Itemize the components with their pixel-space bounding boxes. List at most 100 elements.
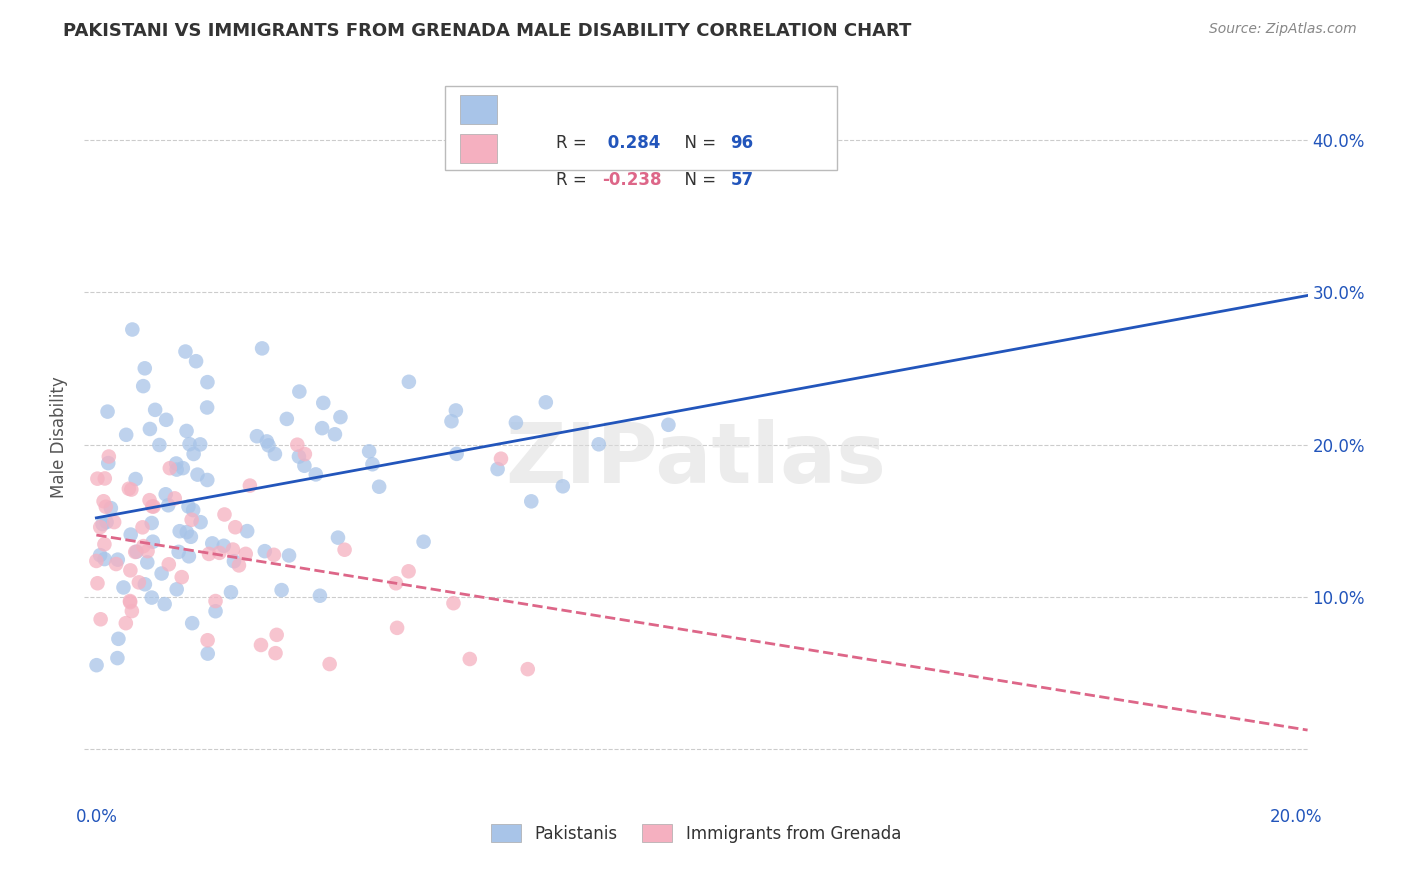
Point: [222, 554, 245, 568]
Point: [120, 595, 142, 609]
Point: [157, 558, 180, 572]
Point: [214, 508, 236, 522]
Point: [264, 646, 287, 660]
Point: [235, 547, 257, 561]
Point: [159, 461, 181, 475]
Text: ZIPatlas: ZIPatlas: [506, 418, 886, 500]
Point: [86, 576, 108, 591]
Point: [179, 437, 201, 451]
Point: [112, 581, 135, 595]
Point: [150, 566, 173, 581]
Point: [134, 361, 156, 376]
Point: [177, 500, 200, 514]
Point: [132, 539, 155, 553]
Point: [253, 544, 276, 558]
Text: PAKISTANI VS IMMIGRANTS FROM GRENADA MALE DISABILITY CORRELATION CHART: PAKISTANI VS IMMIGRANTS FROM GRENADA MAL…: [63, 22, 911, 40]
Point: [105, 557, 128, 571]
Point: [212, 539, 235, 553]
Point: [107, 552, 129, 566]
Point: [250, 342, 273, 356]
Point: [318, 657, 340, 671]
Point: [136, 544, 159, 558]
Point: [520, 494, 543, 508]
Point: [166, 462, 188, 476]
Point: [169, 524, 191, 539]
Point: [263, 548, 285, 562]
Point: [228, 558, 250, 573]
Point: [195, 401, 218, 415]
Point: [294, 458, 316, 473]
Point: [167, 545, 190, 559]
Point: [121, 322, 143, 336]
Point: [141, 516, 163, 530]
Point: [305, 467, 328, 482]
Point: [97, 404, 120, 418]
Point: [181, 503, 204, 517]
Point: [190, 515, 212, 529]
Text: 57: 57: [730, 170, 754, 189]
Point: [94, 500, 117, 514]
Point: [120, 483, 142, 497]
Point: [153, 597, 176, 611]
Point: [184, 354, 207, 368]
Point: [172, 461, 194, 475]
Point: [124, 545, 146, 559]
Point: [443, 596, 465, 610]
Point: [224, 520, 246, 534]
Point: [323, 427, 346, 442]
Point: [180, 530, 202, 544]
FancyBboxPatch shape: [460, 95, 496, 124]
Point: [86, 472, 108, 486]
Point: [288, 384, 311, 399]
Point: [163, 491, 186, 506]
Point: [124, 472, 146, 486]
Legend: Pakistanis, Immigrants from Grenada: Pakistanis, Immigrants from Grenada: [484, 818, 908, 849]
Point: [103, 515, 125, 529]
Point: [174, 344, 197, 359]
Point: [134, 577, 156, 591]
Point: [118, 482, 141, 496]
Point: [186, 467, 208, 482]
Point: [197, 633, 219, 648]
Point: [97, 450, 120, 464]
Text: Source: ZipAtlas.com: Source: ZipAtlas.com: [1209, 22, 1357, 37]
Point: [285, 438, 308, 452]
Point: [333, 542, 356, 557]
Point: [195, 473, 218, 487]
Point: [94, 471, 117, 485]
Point: [201, 536, 224, 550]
Point: [278, 549, 301, 563]
Point: [155, 413, 177, 427]
Point: [141, 500, 163, 514]
Point: [311, 421, 333, 435]
FancyBboxPatch shape: [446, 86, 837, 170]
Point: [125, 544, 148, 558]
Point: [142, 500, 165, 514]
Point: [148, 438, 170, 452]
Point: [246, 429, 269, 443]
Point: [657, 417, 679, 432]
Point: [165, 457, 187, 471]
Point: [516, 662, 538, 676]
Point: [120, 527, 142, 541]
Point: [204, 604, 226, 618]
Point: [121, 604, 143, 618]
Point: [204, 594, 226, 608]
Point: [181, 616, 204, 631]
Point: [155, 487, 177, 501]
Point: [250, 638, 273, 652]
Point: [270, 583, 292, 598]
Point: [359, 444, 381, 458]
Point: [288, 450, 311, 464]
Point: [180, 513, 202, 527]
Text: 96: 96: [730, 134, 754, 152]
Point: [139, 422, 162, 436]
Text: N =: N =: [673, 134, 721, 152]
FancyBboxPatch shape: [460, 134, 496, 163]
Point: [93, 537, 115, 551]
Point: [188, 437, 211, 451]
Point: [398, 375, 420, 389]
Point: [294, 447, 316, 461]
Point: [309, 589, 332, 603]
Point: [236, 524, 259, 538]
